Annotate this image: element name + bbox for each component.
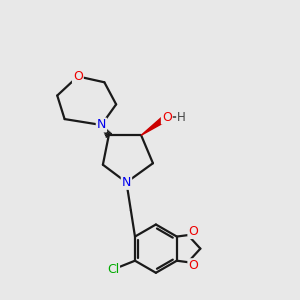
Polygon shape (141, 115, 168, 135)
Text: N: N (97, 118, 106, 131)
Text: O: O (162, 110, 172, 124)
Text: O: O (73, 70, 83, 83)
Text: Cl: Cl (107, 263, 119, 276)
Text: H: H (177, 110, 186, 124)
Text: O: O (188, 225, 198, 238)
Text: O: O (188, 259, 198, 272)
Text: N: N (122, 176, 131, 189)
